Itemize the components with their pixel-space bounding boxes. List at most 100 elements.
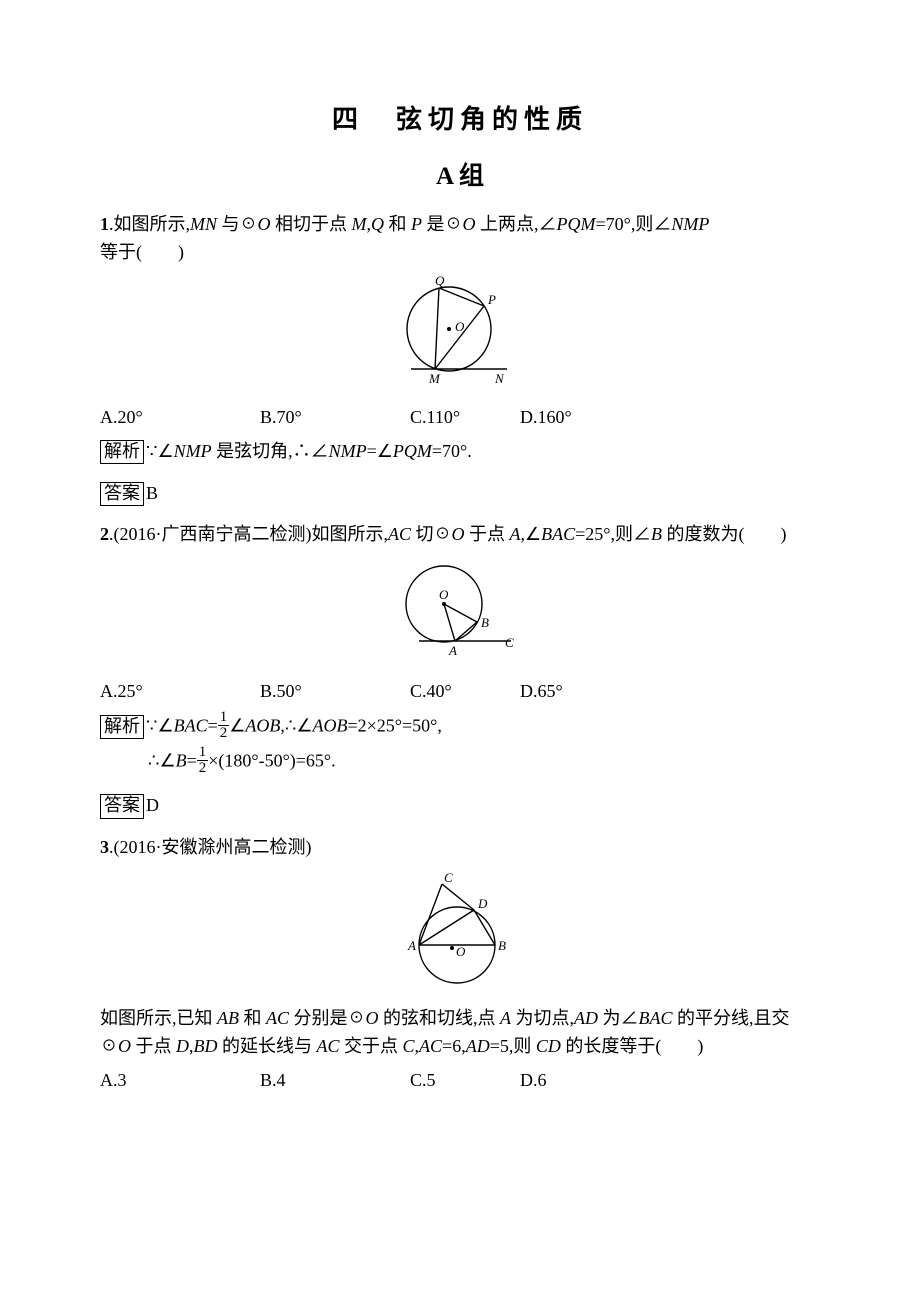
lbl-C: C [505,635,514,650]
v: NMP [174,441,212,461]
fraction: 12 [197,745,209,776]
center-dot [447,327,451,331]
choice-c[interactable]: C.40° [410,678,520,706]
q2-solution-line2: ∴∠B=12×(180°-50°)=65°. [148,747,820,778]
line-CD [442,884,474,910]
v-MN: MN [190,214,217,234]
q2-number: 2 [100,524,109,544]
q2-figure: O A B C [100,557,820,670]
v: B [176,751,187,771]
choice-c[interactable]: C.5 [410,1067,520,1095]
v-Q: Q [371,214,384,234]
choice-c[interactable]: C.110° [410,404,520,432]
t: 与☉ [217,214,258,234]
t: 于点 [131,1036,176,1056]
t: .如图所示, [109,214,190,234]
lbl-B: B [481,615,489,630]
v: AC [419,1036,442,1056]
v: A [510,524,521,544]
choice-b[interactable]: B.70° [260,404,410,432]
center-dot [450,946,454,950]
lbl-O: O [439,587,449,602]
q1-solution: 解析∵∠NMP 是弦切角,∴∠NMP=∠PQM=70°. [100,438,820,466]
solution-label: 解析 [100,440,144,465]
answer-label: 答案 [100,482,144,507]
q1-figure: Q P M N O [100,275,820,396]
t: ∴∠ [148,751,176,771]
v: O [118,1036,131,1056]
v: AD [574,1008,598,1028]
lbl-C: C [444,870,453,885]
choice-a[interactable]: A.25° [100,678,260,706]
choice-b[interactable]: B.4 [260,1067,410,1095]
section-title: A 组 [100,158,820,197]
page-title: 四 弦切角的性质 [100,100,820,140]
t: ,∠ [521,524,542,544]
q1-number: 1 [100,214,109,234]
lbl-O: O [456,944,466,959]
t: 的弦和切线,点 [379,1008,501,1028]
choice-a[interactable]: A.3 [100,1067,260,1095]
t: 为∠ [598,1008,639,1028]
q1-stem: 1.如图所示,MN 与☉O 相切于点 M,Q 和 P 是☉O 上两点,∠PQM=… [100,211,820,267]
q3-stem: 如图所示,已知 AB 和 AC 分别是☉O 的弦和切线,点 A 为切点,AD 为… [100,1005,820,1061]
fraction: 12 [218,710,230,741]
t: =2×25°=50°, [347,716,441,736]
choice-d[interactable]: D.6 [520,1067,630,1095]
q1-choices: A.20° B.70° C.110° D.160° [100,404,820,432]
line-DB [474,910,495,945]
t: 于点 [465,524,510,544]
t: 相切于点 [271,214,352,234]
t: 等于( ) [100,242,184,262]
t: ×(180°-50°)=65°. [208,751,335,771]
t: =∠ [367,441,393,461]
t: =25°,则∠ [575,524,651,544]
v: CD [536,1036,561,1056]
t: 切☉ [411,524,452,544]
v: PQM [393,441,432,461]
line [435,288,439,369]
choice-a[interactable]: A.20° [100,404,260,432]
choice-d[interactable]: D.160° [520,404,630,432]
answer-value: D [146,795,159,815]
t: ,∴∠ [280,716,312,736]
lbl-O: O [455,319,465,334]
choice-d[interactable]: D.65° [520,678,630,706]
q3-svg: A B C D O [396,870,524,988]
t: =5,则 [490,1036,536,1056]
line-AD [419,910,474,945]
t: 是弦切角,∴∠ [212,441,329,461]
v-NMP: NMP [671,214,709,234]
v: O [366,1008,379,1028]
q2-stem: 2.(2016·广西南宁高二检测)如图所示,AC 切☉O 于点 A,∠BAC=2… [100,521,820,549]
chord [455,622,477,641]
q2-answer: 答案D [100,792,820,820]
line [435,306,484,369]
lbl-M: M [428,371,441,386]
v-M: M [352,214,367,234]
center-dot [442,602,446,606]
q2-choices: A.25° B.50° C.40° D.65° [100,678,820,706]
q3-head: 3.(2016·安徽滁州高二检测) [100,834,820,862]
v-P: P [411,214,422,234]
q2-solution-line1: 解析∵∠BAC=12∠AOB,∴∠AOB=2×25°=50°, [100,712,820,743]
v: AB [217,1008,239,1028]
v-O: O [258,214,271,234]
t: 是☉ [422,214,463,234]
t: =70°,则∠ [596,214,672,234]
v: B [651,524,662,544]
choice-b[interactable]: B.50° [260,678,410,706]
v: AC [317,1036,340,1056]
t: ∠ [229,716,245,736]
t: .(2016·安徽滁州高二检测) [109,837,311,857]
t: 为切点, [511,1008,574,1028]
lbl-P: P [487,292,496,307]
answer-label: 答案 [100,794,144,819]
t: 和 [239,1008,266,1028]
lbl-Q: Q [435,275,445,288]
v: NMP [329,441,367,461]
v: BAC [174,716,208,736]
v: O [452,524,465,544]
answer-value: B [146,483,158,503]
v: BD [194,1036,218,1056]
